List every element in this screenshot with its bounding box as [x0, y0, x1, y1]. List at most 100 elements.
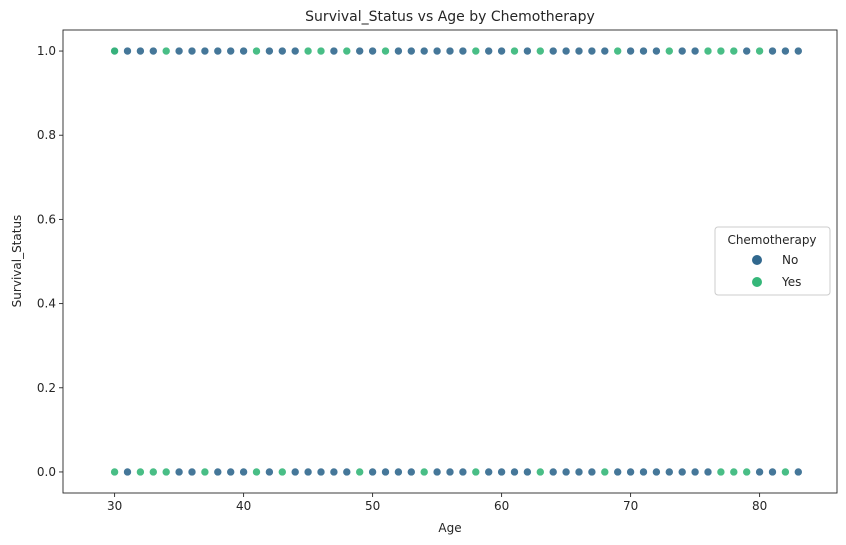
data-point-no	[755, 467, 764, 477]
data-point-no	[290, 467, 300, 477]
data-point-no	[548, 46, 558, 56]
data-point-no	[677, 46, 687, 56]
data-point-no	[703, 467, 713, 477]
data-point-no	[561, 46, 571, 56]
data-point-no	[200, 46, 210, 56]
y-tick-label: 1.0	[37, 44, 56, 58]
data-point-no	[368, 467, 377, 477]
data-point-no	[690, 46, 700, 56]
data-point-no	[149, 46, 158, 56]
legend-marker-yes	[752, 277, 762, 287]
data-point-yes	[535, 467, 545, 477]
data-point-no	[742, 46, 752, 56]
y-axis-label: Survival_Status	[10, 215, 24, 308]
data-point-yes	[381, 46, 390, 56]
legend-label-no: No	[782, 253, 798, 267]
data-point-no	[226, 46, 235, 56]
data-point-no	[497, 46, 506, 56]
data-point-no	[664, 467, 674, 477]
data-point-no	[226, 467, 235, 477]
data-point-no	[394, 46, 403, 56]
x-tick-label: 30	[107, 499, 122, 513]
data-point-yes	[510, 46, 519, 56]
data-point-yes	[110, 467, 119, 477]
data-point-yes	[355, 467, 365, 477]
x-tick-label: 40	[236, 499, 251, 513]
data-point-yes	[252, 467, 261, 477]
y-tick-label: 0.0	[37, 465, 56, 479]
data-point-no	[484, 467, 494, 477]
data-point-no	[793, 46, 803, 56]
chart-title: Survival_Status vs Age by Chemotherapy	[305, 9, 595, 25]
data-point-yes	[600, 467, 610, 477]
x-tick-label: 70	[623, 499, 638, 513]
data-point-no	[213, 46, 223, 56]
data-point-no	[510, 467, 519, 477]
data-point-yes	[471, 467, 481, 477]
data-point-yes	[729, 467, 739, 477]
data-point-no	[639, 467, 648, 477]
data-point-no	[381, 467, 390, 477]
data-point-no	[445, 467, 455, 477]
data-point-no	[652, 46, 661, 56]
data-point-no	[265, 46, 274, 56]
y-tick-label: 0.4	[37, 297, 56, 311]
data-point-no	[600, 46, 610, 56]
data-point-no	[277, 46, 287, 56]
data-point-no	[316, 467, 326, 477]
data-point-yes	[613, 46, 623, 56]
y-tick-label: 0.6	[37, 212, 56, 226]
data-point-yes	[200, 467, 210, 477]
points-layer	[110, 46, 803, 477]
y-tick-label: 0.2	[37, 381, 56, 395]
data-point-no	[768, 467, 777, 477]
data-point-no	[342, 467, 352, 477]
data-point-yes	[316, 46, 326, 56]
data-point-no	[768, 46, 777, 56]
data-point-no	[484, 46, 494, 56]
data-point-yes	[342, 46, 352, 56]
data-point-no	[355, 46, 365, 56]
data-point-yes	[303, 46, 313, 56]
data-point-yes	[716, 46, 726, 56]
data-point-no	[613, 467, 623, 477]
data-point-yes	[716, 467, 726, 477]
data-point-no	[419, 46, 429, 56]
data-point-no	[626, 467, 635, 477]
x-axis-label: Age	[438, 521, 461, 535]
data-point-no	[690, 467, 700, 477]
data-point-no	[406, 46, 416, 56]
data-point-no	[781, 46, 790, 56]
data-point-yes	[742, 467, 752, 477]
data-point-yes	[471, 46, 481, 56]
data-point-no	[329, 46, 339, 56]
data-point-no	[394, 467, 403, 477]
data-point-yes	[703, 46, 713, 56]
data-point-yes	[252, 46, 261, 56]
data-point-no	[639, 46, 648, 56]
data-point-no	[136, 46, 145, 56]
legend-box	[714, 226, 831, 296]
x-tick-label: 50	[365, 499, 380, 513]
data-point-no	[213, 467, 223, 477]
data-point-yes	[781, 467, 790, 477]
data-point-yes	[664, 46, 674, 56]
data-point-no	[793, 467, 803, 477]
data-point-no	[290, 46, 300, 56]
legend-title: Chemotherapy	[727, 233, 816, 247]
data-point-no	[548, 467, 558, 477]
data-point-no	[445, 46, 455, 56]
data-point-yes	[277, 467, 287, 477]
data-point-yes	[535, 46, 545, 56]
data-point-no	[677, 467, 687, 477]
plot-frame	[62, 29, 838, 494]
data-point-yes	[161, 46, 171, 56]
data-point-no	[587, 46, 597, 56]
data-point-no	[239, 467, 248, 477]
x-axis: 30 40 50 60 70 80	[107, 493, 767, 513]
data-point-no	[406, 467, 416, 477]
data-point-no	[432, 467, 442, 477]
legend-marker-no	[752, 255, 762, 265]
data-point-no	[574, 467, 584, 477]
data-point-no	[239, 46, 248, 56]
